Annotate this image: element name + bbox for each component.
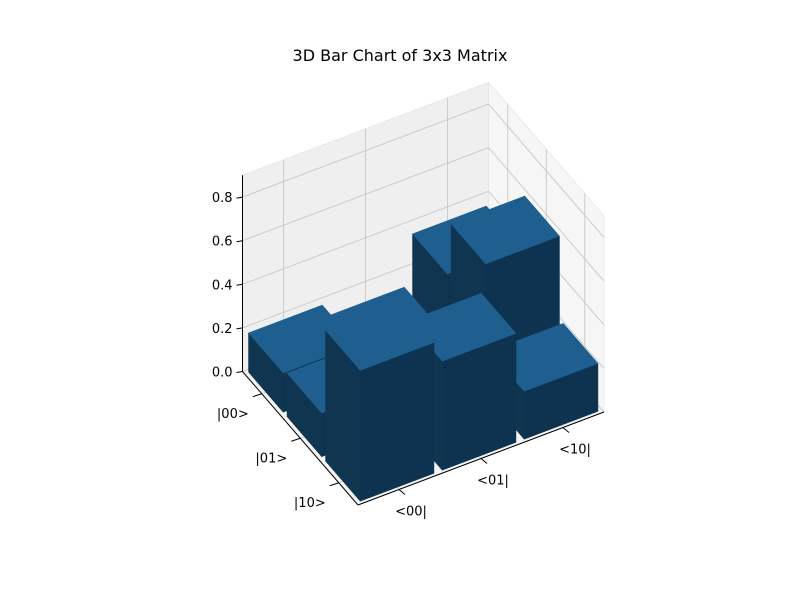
z-ticks: 0.0 0.2 0.4 0.6 0.8 [212, 191, 243, 381]
bar-top-face [450, 195, 560, 265]
row-tick [329, 482, 339, 487]
z-tick-label: 0.8 [212, 191, 233, 206]
grid-back-z [242, 103, 489, 198]
z-tick [236, 283, 243, 286]
z-tick-label: 0.2 [212, 322, 233, 337]
col-tick-label: <01| [477, 474, 509, 489]
row-tick [291, 437, 301, 442]
grid-back-z [242, 147, 489, 242]
row-ticks: |00> |01> |10> [217, 393, 339, 511]
z-tick [236, 327, 243, 330]
grid-right-z [488, 147, 605, 282]
z-tick [236, 196, 243, 199]
row-tick [252, 393, 262, 398]
col-tick [398, 489, 406, 495]
col-ticks: <00| <01| <10| [395, 427, 591, 520]
z-tick-label: 0.0 [212, 366, 233, 381]
col-tick-label: <10| [559, 443, 591, 458]
z-tick [236, 371, 243, 373]
col-tick-label: <00| [395, 505, 427, 520]
grid-back-z [242, 190, 489, 285]
bars [248, 195, 599, 502]
row-tick-label: |01> [255, 451, 287, 466]
bar-top-face [325, 302, 435, 371]
row-tick-label: |10> [294, 496, 326, 511]
row-tick-label: |00> [217, 407, 249, 422]
z-tick-label: 0.6 [212, 235, 233, 250]
bar [325, 302, 435, 502]
grid-right-z [488, 103, 605, 238]
z-tick-label: 0.4 [212, 278, 233, 293]
z-tick [236, 240, 243, 243]
col-tick [480, 458, 488, 464]
col-tick [562, 427, 570, 433]
chart-title: 3D Bar Chart of 3x3 Matrix [292, 46, 508, 65]
